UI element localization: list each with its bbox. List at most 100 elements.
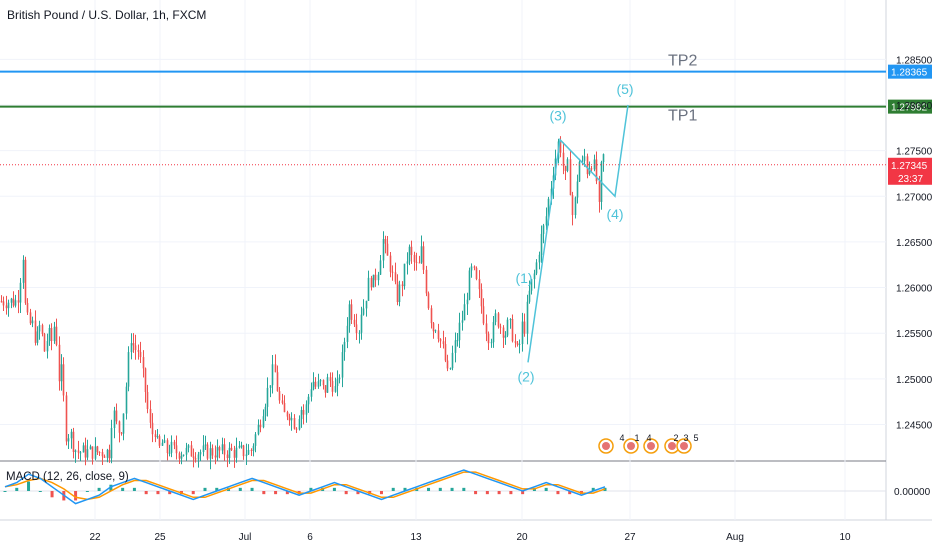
candle-body xyxy=(432,323,435,332)
candle-body xyxy=(358,332,361,334)
candle-body xyxy=(353,319,356,325)
price-tick-label: 1.25000 xyxy=(896,375,932,386)
macd-title[interactable]: MACD (12, 26, close, 9) xyxy=(6,471,129,483)
candle-body xyxy=(379,260,382,275)
wave-label: (3) xyxy=(549,107,566,123)
event-count-label: 2 xyxy=(673,433,678,443)
price-tick-label: 1.26500 xyxy=(896,238,932,249)
candle-body xyxy=(389,255,392,272)
time-axis[interactable]: 22 25 Jul 6 13 20 27 Aug 10 xyxy=(89,532,851,543)
candle-body xyxy=(461,320,464,323)
macd-histogram-bar xyxy=(591,487,595,491)
macd-histogram-bar xyxy=(344,491,348,495)
candle-body xyxy=(307,396,310,405)
candle-body xyxy=(108,449,111,459)
candle-body xyxy=(132,343,135,346)
wave-label: (1) xyxy=(515,270,532,286)
macd-histogram-bar xyxy=(203,487,207,491)
candle-body xyxy=(350,304,353,320)
candle-body xyxy=(518,343,521,345)
event-count-label: 4 xyxy=(619,433,624,443)
macd-histogram-bar xyxy=(15,487,19,491)
candle-body xyxy=(293,418,296,429)
candle-body xyxy=(468,270,471,300)
candle-body xyxy=(302,409,305,415)
candle-body xyxy=(571,195,574,216)
candle-body xyxy=(494,313,497,323)
candle-body xyxy=(314,381,317,387)
macd-histogram-bar xyxy=(191,491,195,495)
candle-body xyxy=(125,386,128,414)
wave-path[interactable] xyxy=(527,104,629,363)
candle-body xyxy=(214,455,217,458)
candle-body xyxy=(115,410,118,422)
candle-body xyxy=(118,421,121,433)
event-count-label: 5 xyxy=(693,433,698,443)
candle-body xyxy=(506,319,509,336)
candle-body xyxy=(401,284,404,287)
candle-body xyxy=(420,246,423,263)
candle-body xyxy=(473,266,476,268)
time-tick-label: 27 xyxy=(624,532,636,543)
candle-body xyxy=(190,445,193,457)
symbol-title[interactable]: British Pound / U.S. Dollar, 1h, FXCM xyxy=(7,8,207,22)
candle-body xyxy=(434,330,437,332)
candle-body xyxy=(247,449,250,455)
candle-body xyxy=(274,364,277,373)
candle-body xyxy=(470,266,473,271)
macd-histogram-bar xyxy=(74,491,78,501)
candle-body xyxy=(290,418,293,421)
candle-body xyxy=(478,278,481,290)
candle-body xyxy=(547,198,550,217)
candle-body xyxy=(322,380,325,386)
candle-body xyxy=(319,380,322,382)
candle-body xyxy=(456,340,459,342)
candle-body xyxy=(48,328,51,342)
macd-histogram-bar xyxy=(332,487,336,491)
candle-body xyxy=(185,447,188,455)
candle-body xyxy=(0,301,3,303)
event-count-label: 1 xyxy=(634,433,639,443)
price-tick-label: 1.24500 xyxy=(896,420,932,431)
candle-body xyxy=(370,277,373,288)
macd-histogram-bar xyxy=(497,491,501,495)
candle-body xyxy=(586,156,589,175)
macd-histogram-bar xyxy=(38,491,42,492)
target-label-tp1: TP1 xyxy=(668,108,697,125)
candle-body xyxy=(204,444,207,446)
candle-body xyxy=(194,457,197,460)
candle-body xyxy=(182,454,185,456)
candle-body xyxy=(530,279,533,291)
candle-body xyxy=(77,450,80,453)
candle-body xyxy=(439,338,442,342)
candle-body xyxy=(139,351,142,358)
candle-body xyxy=(504,335,507,338)
candle-body xyxy=(161,442,164,446)
candle-body xyxy=(403,263,406,287)
candle-body xyxy=(398,284,401,303)
candle-body xyxy=(408,246,411,262)
target-price-badge xyxy=(888,64,932,79)
candle-body xyxy=(82,445,85,453)
candle-body xyxy=(442,341,445,345)
candle-body xyxy=(70,431,73,439)
candle-body xyxy=(533,273,536,280)
candle-body xyxy=(487,333,490,344)
candle-body xyxy=(418,262,421,264)
candle-body xyxy=(538,254,541,263)
candle-body xyxy=(581,160,584,162)
candle-body xyxy=(283,402,286,413)
candle-body xyxy=(341,352,344,378)
candle-body xyxy=(288,416,291,421)
event-count-label: 3 xyxy=(683,433,688,443)
candle-body xyxy=(346,325,349,342)
wave-label: (5) xyxy=(616,81,633,97)
macd-histogram-bar xyxy=(509,491,513,495)
candle-body xyxy=(149,408,152,423)
candle-body xyxy=(98,451,101,453)
candle-body xyxy=(475,267,478,279)
price-axis[interactable]: 1.28500 1.28000 1.27500 1.27000 1.26500 1.260… xyxy=(896,55,932,431)
